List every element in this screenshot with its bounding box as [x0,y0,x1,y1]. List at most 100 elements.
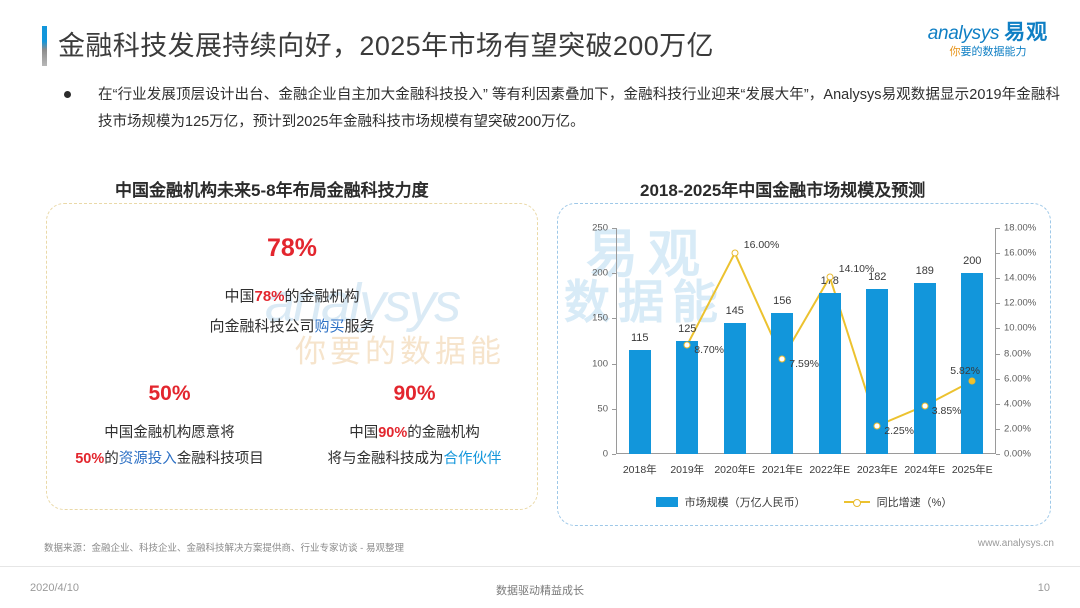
right-axis-tick [996,403,1000,405]
left-stat-panel: analysys 你要的数据能 78% 中国78%的金融机构 向金融科技公司购买… [46,203,538,510]
logo-tagline-first: 你 [949,46,961,58]
legend-label-market-size: 市场规模（万亿人民币） [684,497,806,509]
chart-bar [628,350,651,454]
intro-bullet: 在“行业发展顶层设计出台、金融企业自主加大金融科技投入” 等有利因素叠加下，金融… [64,82,1060,136]
left-axis-tick [612,273,616,275]
left-axis-tick [612,408,616,410]
right-axis-label: 2.00% [1004,423,1031,435]
left-axis-label: 100 [592,358,608,370]
title-accent-bar [42,26,47,66]
right-axis-tick [996,278,1000,280]
footer-date: 2020/4/10 [30,582,79,594]
x-axis-category-label: 2021年E [761,464,803,476]
chart-bar [866,289,889,454]
bar-value-label: 156 [773,294,792,307]
stat-90-line-2: 将与金融科技成为合作伙伴 [292,446,537,472]
growth-rate-label: 16.00% [743,239,780,252]
page-title: 金融科技发展持续向好，2025年市场有望突破200万亿 [58,31,714,61]
hero-l2-a: 向金融科技公司 [209,318,315,335]
line-data-point [778,355,786,363]
bar-value-label: 178 [820,275,839,288]
right-axis-label: 4.00% [1004,398,1031,410]
left-axis-tick [612,228,616,229]
page-header: 金融科技发展持续向好，2025年市场有望突破200万亿 analysys 易观 … [0,0,1080,78]
right-axis-tick [996,253,1000,255]
growth-rate-label: 3.85% [931,404,962,417]
left-axis-tick [612,318,616,320]
x-axis-category-label: 2018年 [622,464,657,476]
growth-rate-line [686,252,973,427]
stat-50-l2-a: 的 [104,451,119,467]
stat-90-l1-pct: 90% [378,425,408,441]
analysys-logo: analysys 易观 你要的数据能力 [922,22,1054,66]
growth-rate-label: 2.25% [884,424,915,437]
bar-value-label: 115 [630,332,649,345]
x-axis-category-label: 2023年E [856,464,898,476]
left-axis-tick [612,363,616,365]
right-axis-label: 0.00% [1004,448,1031,460]
growth-rate-label: 8.70% [694,343,725,356]
stat-90-l2-hl: 合作伙伴 [443,451,502,467]
footer-slogan: 数据驱动精益成长 [496,585,584,597]
right-axis-label: 14.00% [1004,272,1037,284]
right-axis-label: 12.00% [1004,297,1037,309]
stat-column-50: 50% 中国金融机构愿意将 50%的资源投入金融科技项目 [47,382,292,472]
left-axis-label: 200 [592,267,608,279]
right-y-axis [995,228,996,454]
logo-tagline: 你要的数据能力 [922,45,1054,59]
chart-bar [771,312,794,454]
bar-value-label: 125 [678,323,697,335]
stat-90-l1-b: 的金融机构 [407,425,480,441]
growth-rate-label: 7.59% [789,357,820,370]
left-panel-heading: 中国金融机构未来5-8年布局金融科技力度 [115,181,429,200]
logo-main-text: analysys 易观 [922,22,1054,45]
legend-item-market-size: 市场规模（万亿人民币） [655,494,806,510]
bar-value-label: 189 [915,265,934,278]
right-axis-label: 18.00% [1004,222,1037,234]
left-y-axis [616,228,617,454]
line-data-point [826,273,834,281]
line-data-point [873,422,881,430]
chart-legend: 市场规模（万亿人民币） 同比增速（%） [558,494,1050,510]
stat-50-l2-b: 金融科技项目 [176,451,264,467]
hero-l1-a: 中国 [224,288,255,305]
right-axis-tick [996,428,1000,430]
x-axis-category-label: 2019年 [670,464,705,476]
stat-50-line-1: 中国金融机构愿意将 [104,425,235,441]
stat-50-description: 中国金融机构愿意将 50%的资源投入金融科技项目 [47,420,292,472]
bar-value-label: 145 [725,304,744,317]
stat-columns: 50% 中国金融机构愿意将 50%的资源投入金融科技项目 90% 中国90%的金… [47,382,537,472]
chart-bar [961,273,984,454]
market-size-chart-panel: 易观 数据能 0 50 100 150 200 250 0.00% 2.00% 4.00% 6.0… [557,203,1051,526]
right-axis-tick [996,328,1000,330]
line-data-point [683,341,691,349]
data-source-note: 数据来源：金融企业、科技企业、金融科技解决方案提供商、行业专家访谈 - 易观整理 [44,543,404,554]
logo-en: analysys [927,23,1000,44]
hero-l2-hl: 购买 [314,318,345,335]
intro-bullet-text: 在“行业发展顶层设计出台、金融企业自主加大金融科技投入” 等有利因素叠加下，金融… [98,87,1060,130]
hero-l2-b: 服务 [344,318,375,335]
bullet-dot-icon [64,91,71,98]
chart-plot-area: 0 50 100 150 200 250 0.00% 2.00% 4.00% 6.00% 8.00%… [592,223,1036,477]
bar-value-label: 182 [868,271,887,284]
left-axis-tick [612,454,616,455]
hero-description: 中国78%的金融机构 向金融科技公司购买服务 [47,282,537,342]
x-axis-category-label: 2025年E [951,464,993,476]
left-axis-label: 250 [592,222,608,234]
stat-50-percentage: 50% [148,382,191,405]
left-axis-label: 150 [592,312,608,324]
stat-50-l2-pct: 50% [75,451,105,467]
legend-item-growth-rate: 同比增速（%） [843,494,953,510]
right-axis-tick [996,353,1000,355]
chart-bar [676,341,699,454]
left-axis-label: 50 [597,403,608,415]
bar-value-label: 200 [963,255,982,268]
line-data-point [731,249,739,257]
line-data-point [968,377,976,385]
hero-line-2: 向金融科技公司购买服务 [47,312,537,342]
right-axis-tick [996,454,1000,455]
legend-label-growth-rate: 同比增速（%） [876,497,953,509]
chart-bar [723,322,746,454]
stat-90-line-1: 中国90%的金融机构 [292,420,537,446]
x-axis-category-label: 2020年E [714,464,756,476]
